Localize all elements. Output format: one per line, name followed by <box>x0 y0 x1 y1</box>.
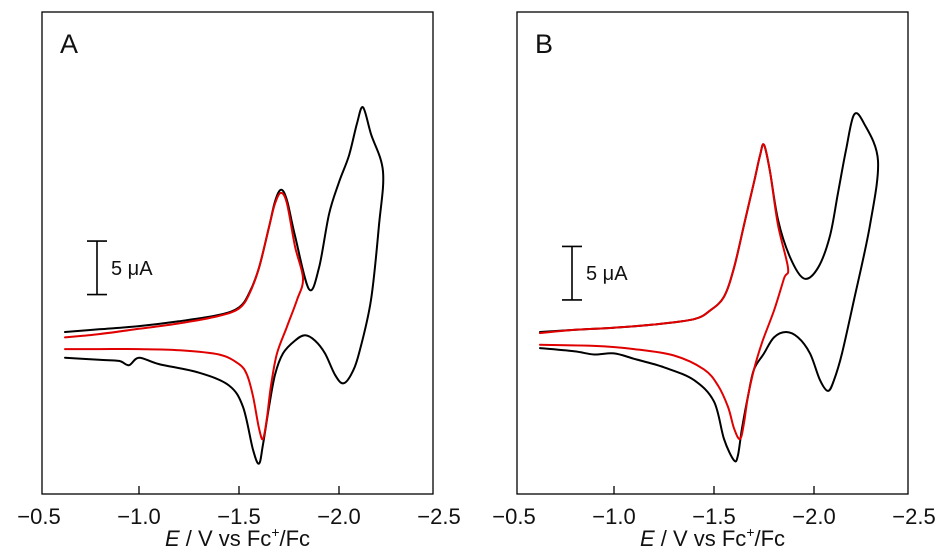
x-ticks <box>613 486 815 494</box>
panel-label: A <box>60 29 78 59</box>
x-tick-label: −0.5 <box>492 504 535 529</box>
x-ticks <box>138 486 340 494</box>
x-axis-label-text: / V vs Fc <box>180 526 272 551</box>
scale-bar-line <box>562 245 582 301</box>
x-tick-labels: −0.5 −1.0 −1.5 −2.0 −2.5 <box>17 504 460 529</box>
cv-curve-red <box>539 143 790 441</box>
x-tick-label: −1.0 <box>592 504 635 529</box>
cv-curves <box>539 112 880 463</box>
x-axis-label-symbol: E <box>640 526 655 551</box>
current-scale-bar: 5 μA <box>87 240 153 296</box>
plot-frame <box>41 11 434 495</box>
panel-a: −0.5 −1.0 −1.5 −2.0 −2.5 A 5 μA E / V vs Fc+… <box>17 11 461 551</box>
x-axis-label: E / V vs Fc+/Fc <box>640 524 785 551</box>
x-tick-label: −2.5 <box>892 504 935 529</box>
x-tick-label: −1.0 <box>117 504 160 529</box>
cv-curve-black <box>64 106 385 465</box>
cv-curve-black <box>539 112 880 463</box>
scale-bar-line <box>87 240 107 296</box>
x-axis-label-text: / V vs Fc <box>655 526 747 551</box>
x-axis-label-tail: /Fc <box>280 526 311 551</box>
scale-bar-label: 5 μA <box>586 263 628 285</box>
x-axis-label-tail: /Fc <box>755 526 786 551</box>
x-axis-label-superscript: + <box>271 524 279 540</box>
x-tick-label: −2.5 <box>417 504 460 529</box>
x-tick-labels: −0.5 −1.0 −1.5 −2.0 −2.5 <box>492 504 935 529</box>
scale-bar-label: 5 μA <box>111 258 153 280</box>
current-scale-bar: 5 μA <box>562 245 628 301</box>
x-axis-label-superscript: + <box>746 524 754 540</box>
panel-b: −0.5 −1.0 −1.5 −2.0 −2.5 B 5 μA E / V vs Fc+… <box>492 11 936 551</box>
x-tick-label: −0.5 <box>17 504 60 529</box>
x-tick-label: −1.5 <box>217 504 260 529</box>
plot-frame <box>516 11 909 495</box>
cv-curve-red <box>64 191 305 441</box>
x-axis-label: E / V vs Fc+/Fc <box>165 524 310 551</box>
x-tick-label: −2.0 <box>317 504 360 529</box>
x-axis-label-symbol: E <box>165 526 180 551</box>
x-tick-label: −1.5 <box>692 504 735 529</box>
panel-label: B <box>535 29 553 59</box>
x-tick-label: −2.0 <box>792 504 835 529</box>
cv-curves <box>64 106 385 465</box>
